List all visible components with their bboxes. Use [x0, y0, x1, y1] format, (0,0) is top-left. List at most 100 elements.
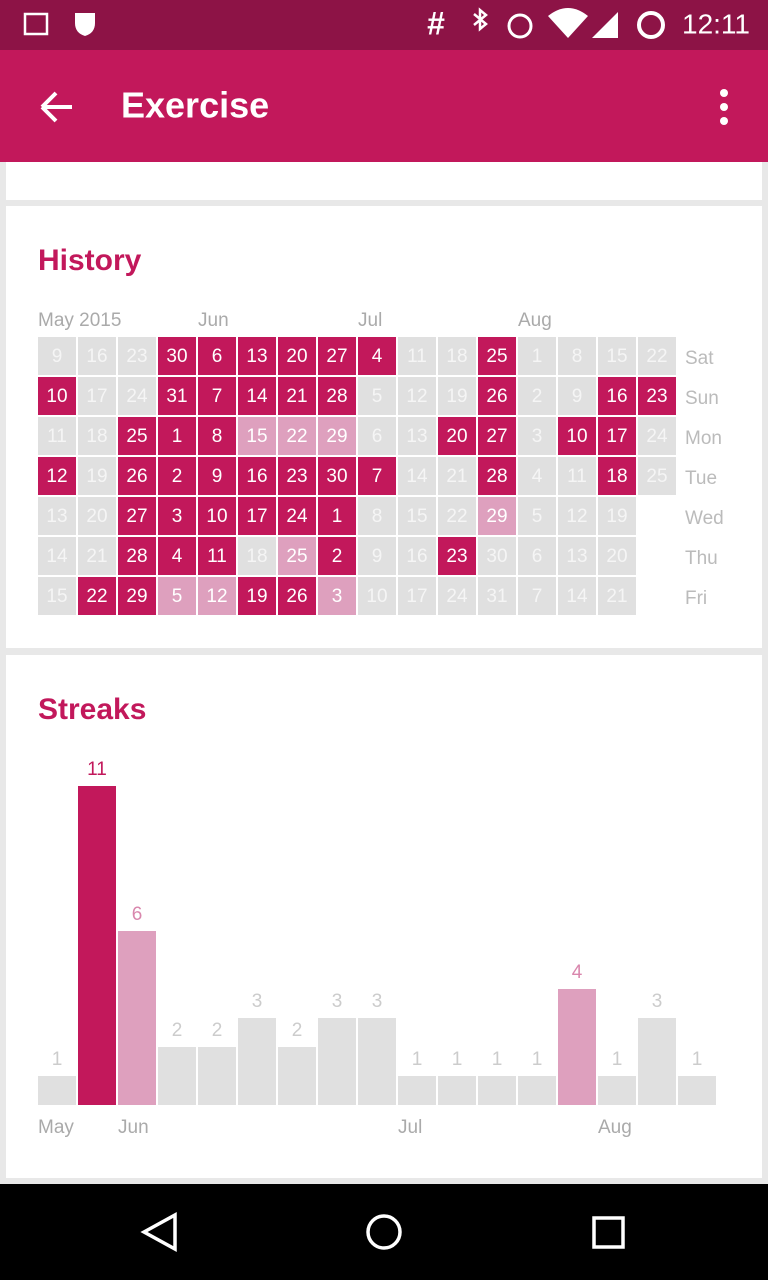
day-number: 21: [446, 466, 467, 487]
day-cell: [558, 417, 596, 455]
day-cell: [198, 457, 236, 495]
day-cell: [318, 497, 356, 535]
day-number: 23: [126, 346, 147, 367]
day-number: 5: [532, 506, 543, 527]
day-number: 14: [46, 546, 68, 567]
day-cell: [318, 457, 356, 495]
day-cell: [398, 497, 436, 535]
day-cell: [638, 377, 676, 415]
section-title: Streaks: [38, 693, 146, 726]
day-cell: [358, 417, 396, 455]
day-number: 22: [446, 506, 467, 527]
day-number: 20: [286, 346, 307, 367]
day-number: 13: [406, 426, 427, 447]
day-cell: [558, 497, 596, 535]
day-number: 6: [212, 346, 223, 367]
day-cell: [158, 337, 196, 375]
weekday-label: Sat: [685, 348, 714, 369]
day-cell: [118, 417, 156, 455]
bar: [38, 1076, 76, 1105]
bar: [398, 1076, 436, 1105]
day-number: 28: [486, 466, 507, 487]
day-number: 27: [326, 346, 347, 367]
day-number: 8: [372, 506, 383, 527]
card-top: [6, 162, 762, 200]
bar: [158, 1047, 196, 1105]
day-number: 26: [286, 586, 307, 607]
day-cell: [398, 537, 436, 575]
day-cell: [398, 337, 436, 375]
bar-label: 1: [492, 1049, 503, 1070]
day-number: 18: [446, 346, 467, 367]
day-number: 3: [332, 586, 343, 607]
day-cell: [438, 377, 476, 415]
back-button[interactable]: [40, 91, 72, 123]
day-number: 6: [532, 546, 543, 567]
day-cell: [198, 337, 236, 375]
day-cell: [78, 537, 116, 575]
x-tick-label: Jun: [118, 1117, 149, 1138]
day-cell: [438, 537, 476, 575]
day-number: 12: [566, 506, 587, 527]
day-number: 12: [206, 586, 227, 607]
bar-label: 6: [132, 904, 143, 925]
day-cell: [38, 337, 76, 375]
day-cell: [558, 377, 596, 415]
day-number: 16: [86, 346, 107, 367]
day-cell: [78, 577, 116, 615]
day-cell: [198, 497, 236, 535]
day-cell: [358, 377, 396, 415]
day-number: 2: [332, 546, 343, 567]
bar-label: 1: [412, 1049, 423, 1070]
bar-label: 2: [172, 1020, 183, 1041]
day-number: 30: [326, 466, 347, 487]
day-cell: [318, 337, 356, 375]
day-number: 20: [446, 426, 467, 447]
day-cell: [278, 337, 316, 375]
day-cell: [238, 337, 276, 375]
wifi-icon: [548, 8, 588, 38]
bar: [638, 1018, 676, 1105]
day-cell: [358, 457, 396, 495]
day-cell: [598, 377, 636, 415]
day-number: 11: [47, 426, 67, 447]
day-number: 1: [532, 346, 543, 367]
bar-label: 1: [692, 1049, 703, 1070]
month-label: May 2015: [38, 310, 121, 331]
nav-home[interactable]: [366, 1214, 402, 1250]
day-cell: [318, 377, 356, 415]
day-cell: [558, 337, 596, 375]
nav-back[interactable]: [140, 1212, 177, 1252]
day-cell: [558, 577, 596, 615]
day-number: 22: [286, 426, 307, 447]
day-cell: [318, 537, 356, 575]
day-number: 13: [246, 346, 267, 367]
day-number: 25: [646, 466, 667, 487]
day-cell: [238, 577, 276, 615]
day-number: 27: [486, 426, 507, 447]
day-cell: [558, 537, 596, 575]
day-number: 15: [406, 506, 427, 527]
day-cell: [478, 497, 516, 535]
app-title: Exercise: [121, 85, 269, 126]
day-cell: [398, 577, 436, 615]
nav-recents[interactable]: [592, 1216, 625, 1249]
bar-label: 1: [452, 1049, 463, 1070]
day-number: 18: [86, 426, 107, 447]
day-cell: [638, 417, 676, 455]
day-cell: [38, 497, 76, 535]
day-cell: [38, 417, 76, 455]
shield-icon: [75, 13, 95, 36]
day-cell: [518, 537, 556, 575]
day-number: 20: [86, 506, 107, 527]
nav-bar: [0, 1184, 768, 1280]
day-number: 25: [126, 426, 147, 447]
day-number: 17: [246, 506, 267, 527]
weekday-label: Sun: [685, 388, 719, 409]
section-title: History: [38, 244, 142, 277]
day-number: 19: [446, 386, 467, 407]
overflow-menu[interactable]: [720, 89, 728, 125]
day-cell: [198, 537, 236, 575]
day-cell: [118, 577, 156, 615]
day-number: 13: [46, 506, 67, 527]
